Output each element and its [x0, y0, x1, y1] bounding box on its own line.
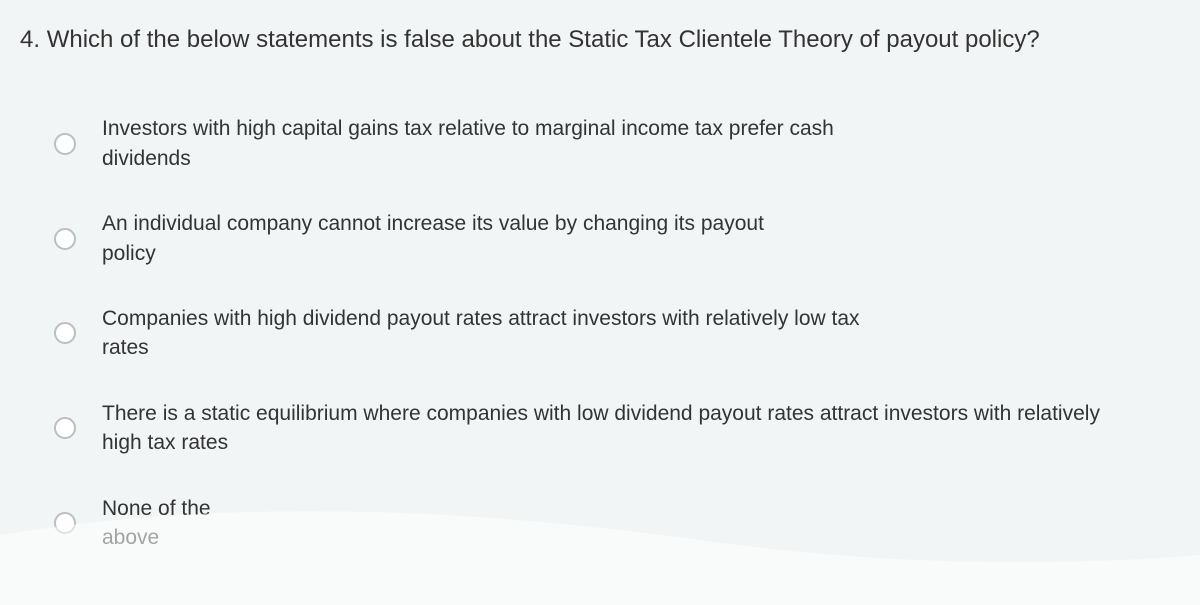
radio-button[interactable]: [54, 133, 76, 155]
radio-button[interactable]: [54, 322, 76, 344]
option-text: An individual company cannot increase it…: [102, 209, 764, 268]
option-row[interactable]: None of the above: [20, 494, 1180, 553]
option-text: Companies with high dividend payout rate…: [102, 304, 860, 363]
option-text: None of the above: [102, 494, 211, 553]
option-row[interactable]: An individual company cannot increase it…: [20, 209, 1180, 268]
option-text: Investors with high capital gains tax re…: [102, 114, 834, 173]
option-row[interactable]: Companies with high dividend payout rate…: [20, 304, 1180, 363]
radio-button[interactable]: [54, 512, 76, 534]
radio-button[interactable]: [54, 417, 76, 439]
question-prompt: 4. Which of the below statements is fals…: [20, 24, 1180, 56]
question-number: 4.: [20, 26, 40, 53]
option-row[interactable]: Investors with high capital gains tax re…: [20, 114, 1180, 173]
question-body: Which of the below statements is false a…: [47, 26, 1040, 53]
option-row[interactable]: There is a static equilibrium where comp…: [20, 399, 1180, 458]
option-text: There is a static equilibrium where comp…: [102, 399, 1100, 458]
radio-button[interactable]: [54, 228, 76, 250]
